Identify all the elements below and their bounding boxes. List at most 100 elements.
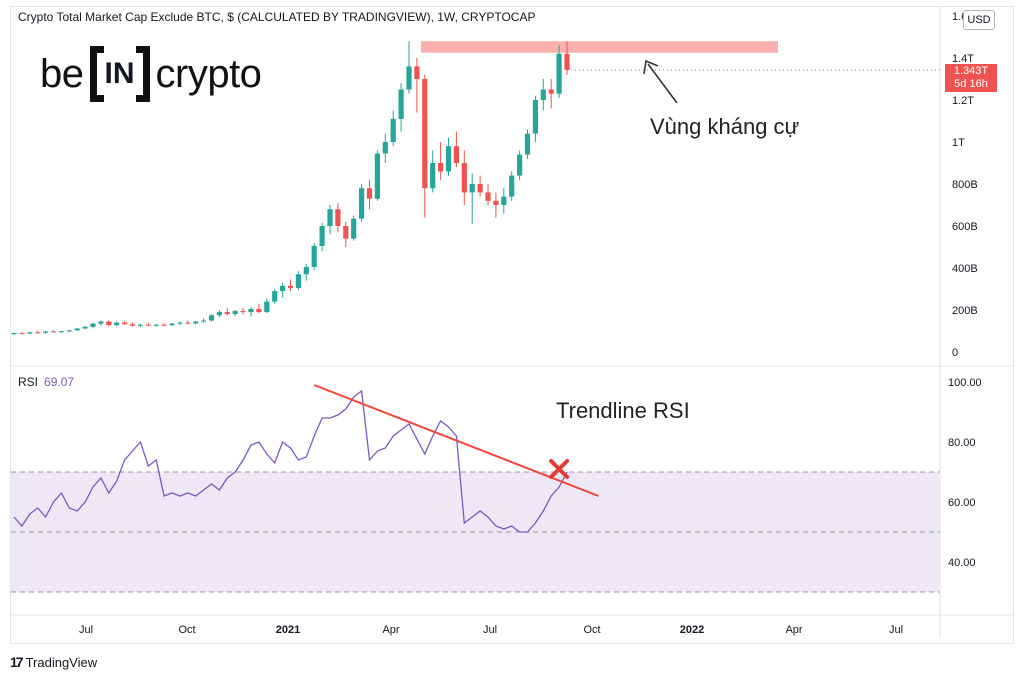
- brand-logo-right: crypto: [155, 51, 262, 96]
- price-axis-tick: 400B: [952, 263, 978, 275]
- time-axis-tick: Jul: [79, 624, 93, 636]
- candle-body: [114, 322, 120, 326]
- candle-body: [169, 323, 175, 326]
- candle-body: [106, 321, 112, 326]
- time-axis-tick: Oct: [178, 624, 195, 636]
- candle-body: [509, 175, 515, 197]
- candle-body: [311, 245, 317, 267]
- candle-body: [201, 320, 207, 322]
- time-axis-tick: Jul: [483, 624, 497, 636]
- candle-body: [295, 274, 301, 288]
- candle-body: [493, 200, 499, 205]
- chart-title: Crypto Total Market Cap Exclude BTC, $ (…: [18, 10, 536, 24]
- price-axis-tick: 1T: [952, 137, 965, 149]
- candle-body: [335, 209, 341, 226]
- resistance-arrowhead: [643, 59, 659, 75]
- candle-body: [524, 133, 531, 155]
- last-price-tag: 1.343T 5d 16h: [945, 64, 997, 92]
- price-axis-tick: 0: [952, 347, 958, 359]
- candle-body: [208, 315, 215, 321]
- candle-body: [366, 188, 373, 199]
- resistance-arrow: [647, 63, 678, 104]
- candle-body: [406, 66, 412, 90]
- tradingview-logo[interactable]: 17 TradingView: [10, 654, 97, 670]
- time-axis-tick: Apr: [382, 624, 399, 636]
- candle-body: [232, 311, 238, 315]
- candle-body: [430, 163, 436, 189]
- candle-body: [532, 100, 538, 134]
- candle-body: [27, 332, 33, 334]
- candle-body: [129, 324, 136, 326]
- tradingview-logo-text: TradingView: [25, 654, 98, 670]
- candle-body: [564, 53, 570, 70]
- time-axis-tick: Apr: [785, 624, 802, 636]
- candle-body: [177, 322, 183, 324]
- candle-body: [161, 324, 167, 326]
- candle-body: [374, 153, 380, 199]
- candle-body: [438, 163, 444, 172]
- candle-body: [193, 321, 199, 324]
- candle-body: [145, 324, 151, 326]
- candle-body: [540, 89, 546, 100]
- price-axis-tick: 1.2T: [952, 95, 974, 107]
- candle-body: [216, 312, 222, 316]
- trendline-annotation: Trendline RSI: [556, 398, 690, 423]
- candle-body: [153, 324, 159, 326]
- candle-body: [382, 142, 388, 154]
- brand-logo-left: be: [40, 51, 84, 96]
- candle-body: [137, 324, 143, 326]
- price-axis-tick: 200B: [952, 305, 978, 317]
- candle-body: [548, 89, 554, 94]
- bar-countdown: 5d 16h: [954, 78, 988, 90]
- candle-body: [35, 332, 41, 334]
- candle-body: [359, 188, 365, 219]
- price-axis-tick: 600B: [952, 221, 978, 233]
- candle-body: [90, 323, 96, 327]
- time-axis-tick: 2022: [680, 624, 704, 636]
- rsi-axis-tick: 40.00: [948, 557, 976, 569]
- candle-body: [414, 66, 420, 79]
- candle-body: [287, 285, 294, 288]
- brand-logo-box: IN: [89, 46, 150, 102]
- candle-body: [501, 196, 507, 205]
- candle-body: [556, 53, 562, 94]
- resistance-zone: [421, 41, 778, 53]
- candle-body: [477, 184, 483, 193]
- rsi-axis-tick: 60.00: [948, 497, 976, 509]
- candle-body: [351, 218, 357, 239]
- candle-body: [398, 89, 404, 119]
- price-axis-tick: 1.4T: [952, 53, 974, 65]
- time-axis-tick: 2021: [276, 624, 300, 636]
- resistance-annotation: Vùng kháng cự: [650, 114, 800, 139]
- rsi-axis-tick: 80.00: [948, 437, 976, 449]
- currency-button[interactable]: USD: [963, 10, 995, 30]
- candle-body: [185, 322, 191, 324]
- candle-body: [469, 184, 475, 193]
- rsi-line: [13, 389, 568, 533]
- candle-body: [327, 209, 333, 226]
- candle-body: [319, 226, 325, 246]
- candle-body: [82, 326, 88, 329]
- candle-body: [343, 226, 349, 239]
- candle-body: [303, 266, 309, 275]
- candle-body: [461, 163, 467, 193]
- rsi-legend[interactable]: RSI 69.07: [18, 375, 74, 389]
- candle-body: [248, 308, 254, 313]
- crossing-marker-stroke: [549, 459, 570, 479]
- candle-body: [43, 331, 49, 333]
- candle-body: [240, 311, 246, 313]
- candle-body: [66, 330, 72, 332]
- candle-body: [280, 285, 286, 292]
- tradingview-logo-mark: 17: [10, 654, 24, 670]
- candle-body: [122, 322, 128, 325]
- chart-frame: [10, 6, 1014, 644]
- candle-body: [50, 331, 57, 333]
- candle-body: [390, 118, 396, 142]
- candle-body: [264, 301, 270, 313]
- candle-body: [98, 321, 104, 324]
- candle-body: [11, 333, 17, 335]
- candle-body: [58, 331, 64, 333]
- candle-body: [517, 154, 523, 176]
- time-axis-tick: Jul: [889, 624, 903, 636]
